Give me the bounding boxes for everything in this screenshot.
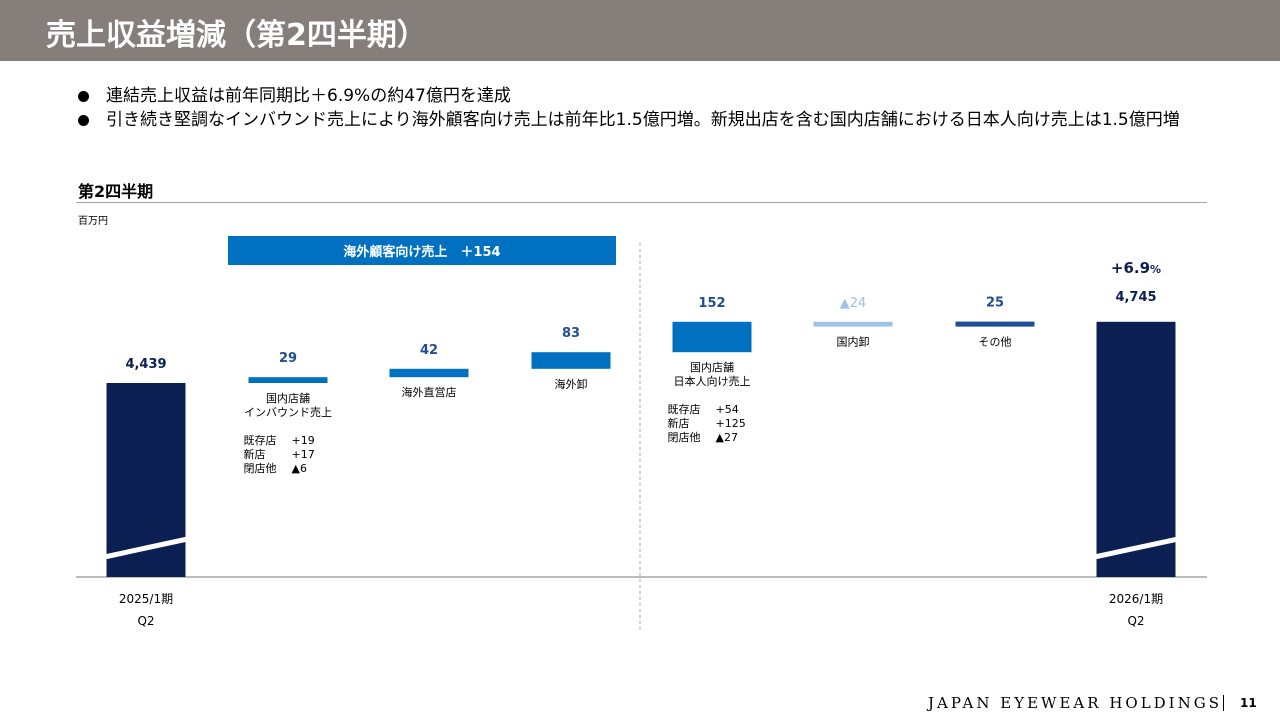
breakdown-item-value: +19 xyxy=(292,434,315,447)
bar-step-value-label: 25 xyxy=(986,296,1004,311)
bullet-item: 連結売上収益は前年同期比＋6.9%の約47億円を達成 xyxy=(78,84,1180,108)
bar-step xyxy=(248,377,328,383)
footer-separator xyxy=(1223,695,1224,711)
x-tick-label-end-quarter: Q2 xyxy=(1127,614,1144,628)
breakdown-item-name: 閉店他 xyxy=(668,430,701,444)
breakdown-item-name: 既存店 xyxy=(244,433,277,447)
yoy-change-label: +6.9% xyxy=(1111,259,1161,277)
breakdown-item-value: ▲27 xyxy=(716,431,738,444)
bar-step-value-label: 152 xyxy=(698,296,725,311)
bar-step-category-label: インバウンド売上 xyxy=(244,406,332,419)
group-banner xyxy=(228,236,616,265)
group-banner-label: 海外顧客向け売上 ＋154 xyxy=(343,244,500,260)
footer-brand: JAPAN EYEWEAR HOLDINGS xyxy=(927,694,1222,712)
unit-label: 百万円 xyxy=(78,216,108,227)
waterfall-chart: 海外顧客向け売上 ＋1544,4392025/1期Q229国内店舗インバウンド売… xyxy=(76,236,1207,633)
breakdown-item-value: ▲6 xyxy=(292,462,307,475)
breakdown-item-value: +125 xyxy=(716,417,746,430)
bullet-dot-icon xyxy=(78,90,89,102)
bar-step-category-label: 国内店舗 xyxy=(690,360,734,374)
bar-step-category-label: 海外卸 xyxy=(555,377,588,391)
page-title: 売上収益増減（第2四半期） xyxy=(46,18,427,53)
axis-break-mark xyxy=(103,536,189,560)
bar-step xyxy=(531,352,611,369)
bar-step-category-label: 国内店舗 xyxy=(266,391,310,405)
bullet-dot-icon xyxy=(78,114,89,126)
bar-step-value-label: 42 xyxy=(420,343,438,358)
breakdown-item-name: 閉店他 xyxy=(244,461,277,475)
bar-step xyxy=(672,321,752,353)
bar-step-category-label: その他 xyxy=(979,336,1012,349)
x-tick-label-start-period: 2025/1期 xyxy=(119,592,173,606)
bar-step-category-label: 国内卸 xyxy=(837,335,870,349)
bar-step-value-label: 29 xyxy=(279,351,297,366)
title-bar: 売上収益増減（第2四半期） xyxy=(0,0,1280,61)
axis-break-mark xyxy=(1093,534,1189,560)
bar-step-value-label: 83 xyxy=(562,326,580,341)
bullet-item: 引き続き堅調なインバウンド売上により海外顧客向け売上は前年比1.5億円増。新規出… xyxy=(78,108,1180,132)
bar-end-value-label: 4,745 xyxy=(1115,290,1156,305)
bar-step xyxy=(389,368,469,378)
section-title: 第2四半期 xyxy=(78,182,154,201)
x-tick-label-start-quarter: Q2 xyxy=(137,614,154,628)
bar-end-total xyxy=(1096,321,1176,577)
breakdown-item-value: +54 xyxy=(716,403,739,416)
breakdown-item-name: 既存店 xyxy=(668,402,701,416)
bar-step xyxy=(955,321,1035,327)
x-tick-label-end-period: 2026/1期 xyxy=(1109,592,1163,606)
breakdown-item-name: 新店 xyxy=(244,447,266,461)
bullet-text: 連結売上収益は前年同期比＋6.9%の約47億円を達成 xyxy=(106,86,511,106)
bullet-text: 引き続き堅調なインバウンド売上により海外顧客向け売上は前年比1.5億円増。新規出… xyxy=(106,110,1180,130)
breakdown-item-name: 新店 xyxy=(668,416,690,430)
page-number: 11 xyxy=(1240,696,1257,710)
bar-step-value-label: ▲24 xyxy=(840,296,867,311)
bar-step xyxy=(813,321,893,327)
bar-start-value-label: 4,439 xyxy=(125,357,166,372)
bar-step-category-label: 海外直営店 xyxy=(402,385,457,399)
yoy-change-unit: % xyxy=(1150,263,1161,276)
bar-step-category-label: 日本人向け売上 xyxy=(674,374,751,388)
section-divider xyxy=(76,202,1207,203)
bullet-list: 連結売上収益は前年同期比＋6.9%の約47億円を達成 引き続き堅調なインバウンド… xyxy=(78,84,1180,132)
breakdown-item-value: +17 xyxy=(292,448,315,461)
